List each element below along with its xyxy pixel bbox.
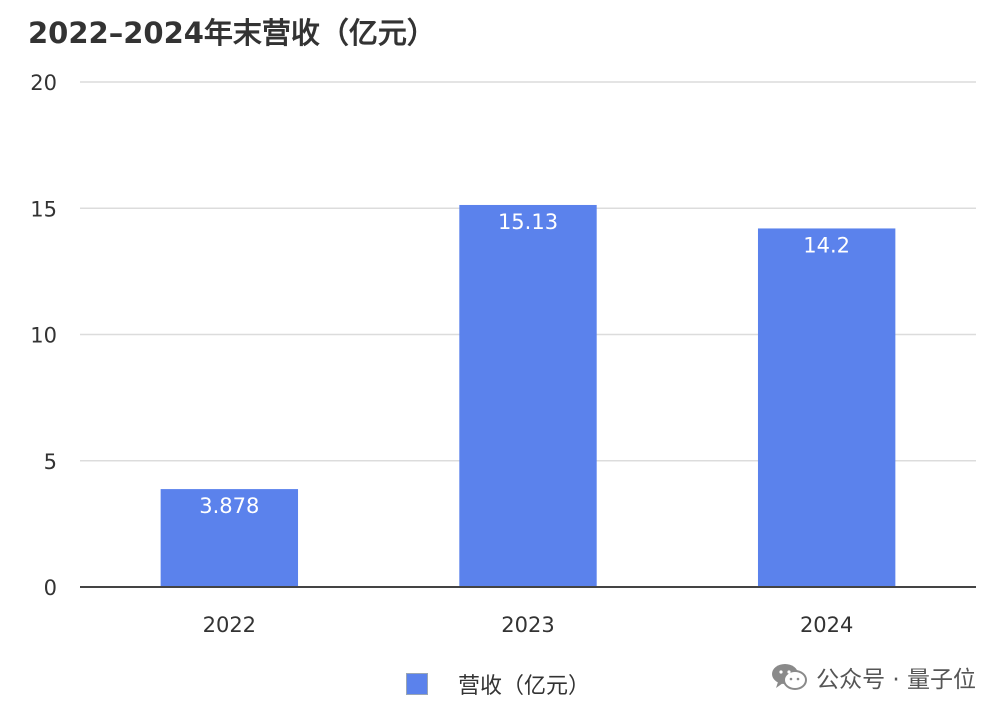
- legend: 营收（亿元）: [406, 668, 590, 700]
- x-tick-label: 2024: [800, 613, 853, 637]
- bar: [160, 489, 299, 587]
- data-label: 3.878: [199, 494, 259, 518]
- watermark: 公众号 · 量子位: [770, 660, 976, 694]
- legend-label: 营收（亿元）: [458, 674, 591, 699]
- y-tick-label: 15: [30, 197, 57, 221]
- wechat-icon: [772, 664, 808, 690]
- y-tick-label: 0: [44, 576, 57, 600]
- bar: [459, 204, 597, 587]
- watermark-text: 公众号 · 量子位: [816, 667, 976, 693]
- data-label: 14.2: [803, 233, 850, 257]
- y-tick-label: 5: [44, 450, 57, 474]
- data-label: 15.13: [498, 210, 558, 234]
- x-tick-label: 2023: [501, 613, 554, 637]
- chart-title: 2022–2024年末营收（亿元）: [28, 16, 436, 50]
- bar: [757, 228, 896, 587]
- y-tick-label: 10: [30, 324, 57, 348]
- x-tick-label: 2022: [203, 613, 256, 637]
- legend-swatch: [406, 673, 428, 695]
- y-tick-label: 20: [30, 71, 57, 95]
